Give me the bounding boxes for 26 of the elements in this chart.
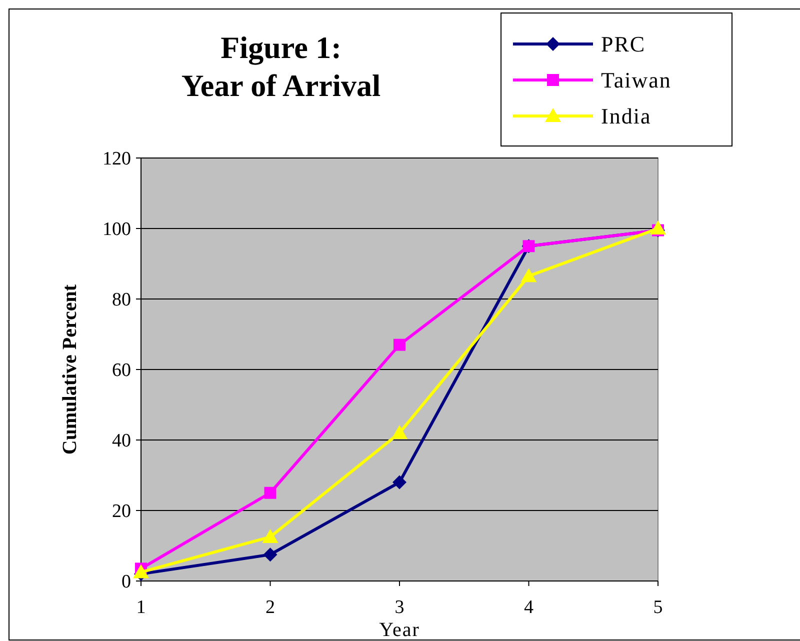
legend-label: India xyxy=(601,104,652,129)
point xyxy=(264,486,276,499)
x-tick-label: 1 xyxy=(136,597,146,618)
point xyxy=(520,268,537,282)
legend-label: Taiwan xyxy=(601,68,672,93)
y-tick-label: 20 xyxy=(112,501,131,522)
legend-label: PRC xyxy=(601,32,646,57)
y-axis-title: Cumulative Percent xyxy=(59,284,81,455)
chart-title: Figure 1: Year of Arrival xyxy=(181,30,381,103)
y-tick-label: 80 xyxy=(112,290,131,311)
point xyxy=(392,475,406,490)
y-tick-label: 120 xyxy=(102,148,131,170)
y-tick-label: 0 xyxy=(122,572,131,593)
y-tick-label: 40 xyxy=(112,430,131,452)
y-tick-label: 100 xyxy=(102,219,131,240)
point xyxy=(392,424,408,439)
x-tick-label: 2 xyxy=(266,597,275,618)
point xyxy=(650,220,666,234)
x-tick-label: 3 xyxy=(394,597,404,618)
point xyxy=(262,528,278,543)
point xyxy=(394,338,406,351)
x-axis-title: Year xyxy=(379,619,420,641)
x-tick-label: 4 xyxy=(524,597,534,618)
point xyxy=(263,548,278,562)
x-tick-label: 5 xyxy=(653,597,663,618)
y-tick-label: 60 xyxy=(112,360,131,382)
